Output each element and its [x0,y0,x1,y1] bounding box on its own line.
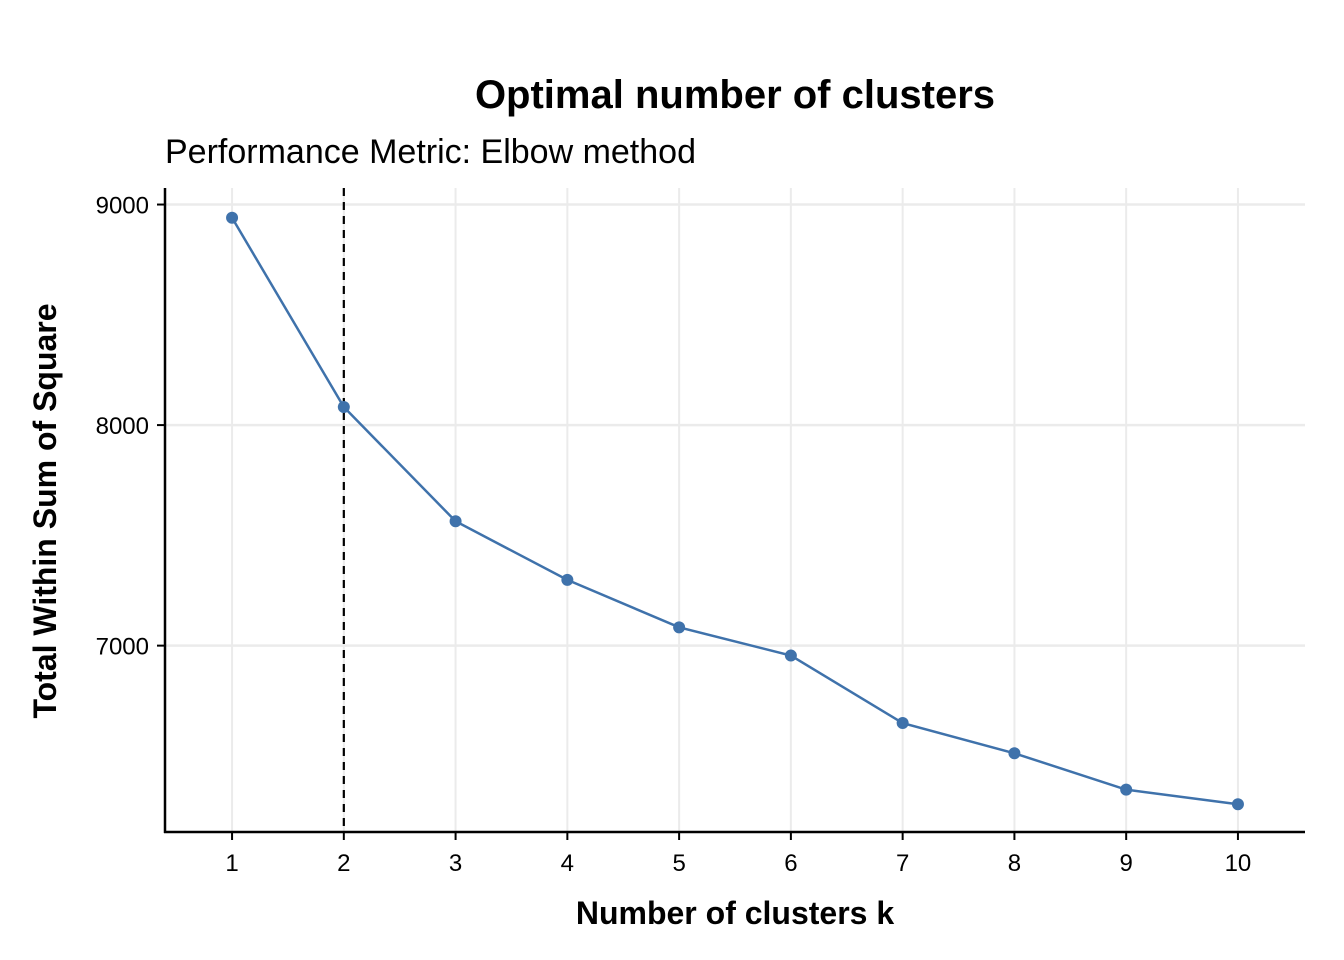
chart-title: Optimal number of clusters [475,73,995,117]
x-tick-label: 5 [672,850,685,877]
x-tick-label: 1 [225,850,238,877]
x-tick-label: 8 [1008,850,1021,877]
data-point [449,515,462,528]
y-tick-label: 7000 [96,634,149,661]
data-point [1008,747,1021,760]
data-point [226,211,239,224]
x-tick-label: 6 [784,850,797,877]
x-tick-label: 3 [449,850,462,877]
data-point [673,621,686,634]
grid [165,188,1305,832]
x-tick-label: 9 [1119,850,1132,877]
x-tick-label: 10 [1225,850,1252,877]
y-tick-label: 9000 [96,193,149,220]
chart-subtitle: Performance Metric: Elbow method [165,133,696,171]
axes: 1 2 3 4 5 6 7 8 9 10 7000 8000 9000 [96,188,1305,877]
x-tick-label: 2 [337,850,350,877]
data-point [896,717,909,730]
series-wss [226,211,1244,811]
x-tick-label: 4 [561,850,574,877]
data-point [1120,783,1133,796]
series-line [230,217,1239,806]
x-tick-label: 7 [896,850,909,877]
data-point [337,401,350,414]
data-point [1231,798,1244,811]
data-point [561,573,574,586]
x-axis-title: Number of clusters k [576,895,895,931]
y-axis-title: Total Within Sum of Square [27,303,63,718]
y-tick-label: 8000 [96,413,149,440]
data-point [784,649,797,662]
